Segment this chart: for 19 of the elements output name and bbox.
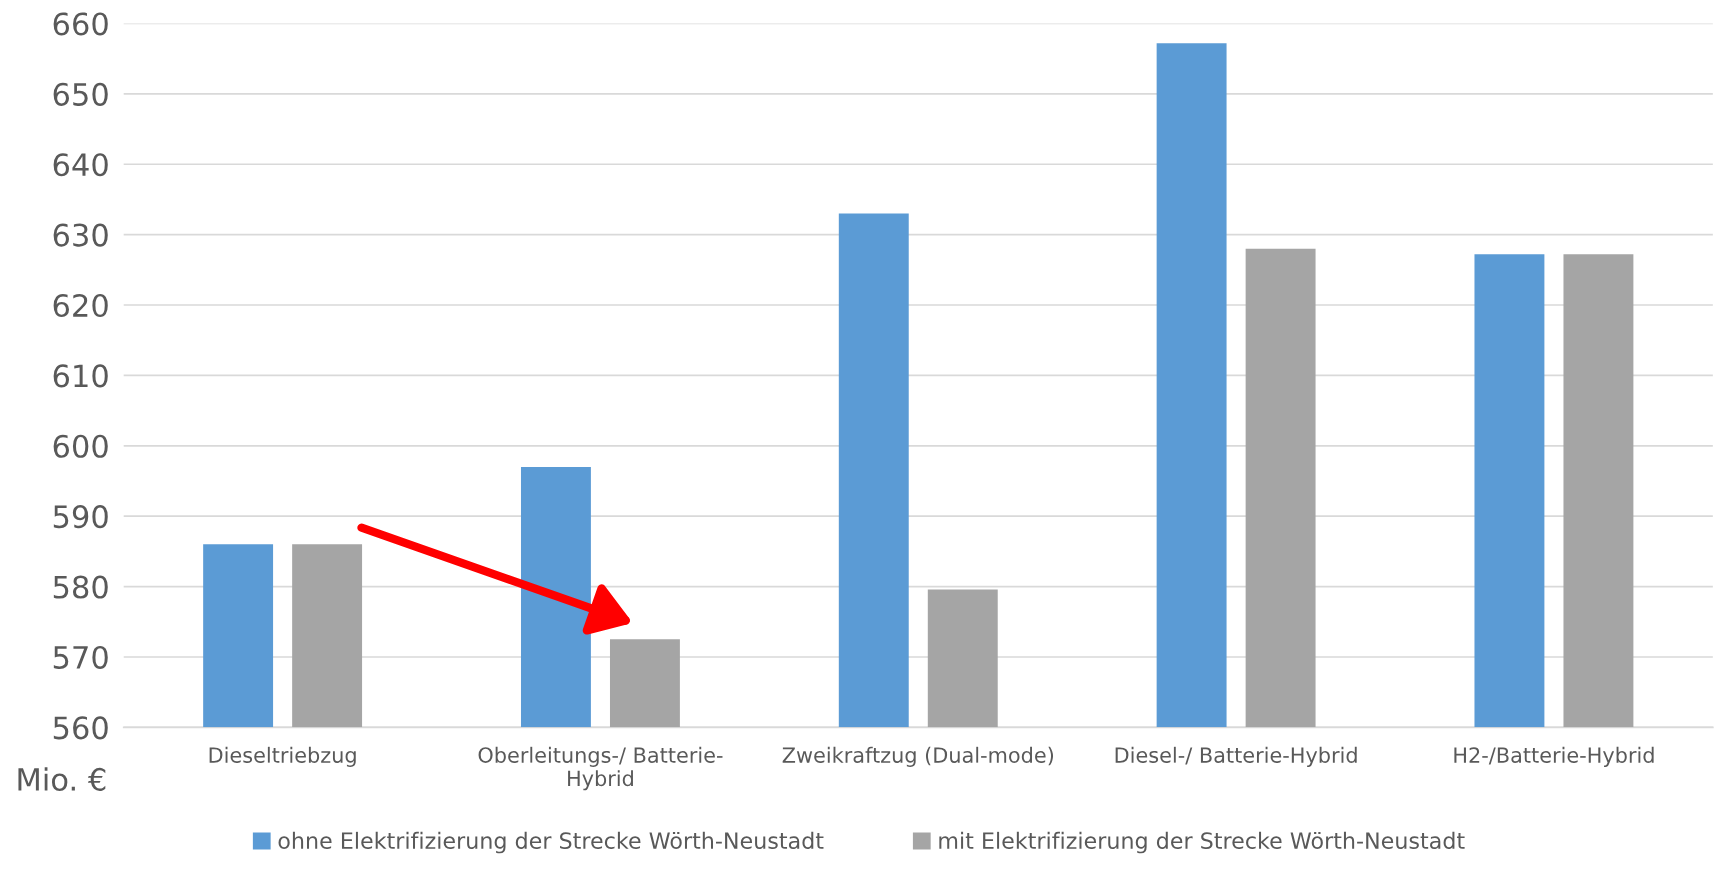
legend-label: mit Elektrifizierung der Strecke Wörth-Neustadt xyxy=(939,831,1465,854)
x-tick-label: Oberleitungs-/ Batterie- Hybrid xyxy=(478,746,723,791)
y-tick-label: 640 xyxy=(53,153,108,177)
x-tick-label: H2-/Batterie-Hybrid xyxy=(1454,746,1654,767)
x-tick-label: Diesel-/ Batterie-Hybrid xyxy=(1115,746,1357,767)
y-tick-label: 660 xyxy=(53,12,108,36)
y-tick-label: 560 xyxy=(53,716,108,740)
y-axis-title: Mio. € xyxy=(18,767,106,791)
y-tick-label: 650 xyxy=(53,82,108,106)
y-tick-label: 590 xyxy=(53,505,108,529)
y-tick-label: 620 xyxy=(53,293,108,318)
y-tick-label: 600 xyxy=(53,434,108,458)
x-tick-label: Zweikraftzug (Dual-mode) xyxy=(782,746,1054,767)
y-tick-label: 570 xyxy=(53,645,108,670)
x-tick-label: Dieseltriebzug xyxy=(209,746,356,767)
y-tick-label: 580 xyxy=(53,575,108,599)
legend-label: ohne Elektrifizierung der Strecke Wörth-Neustadt xyxy=(278,831,824,854)
y-tick-label: 630 xyxy=(53,223,108,247)
y-tick-label: 610 xyxy=(53,364,108,388)
